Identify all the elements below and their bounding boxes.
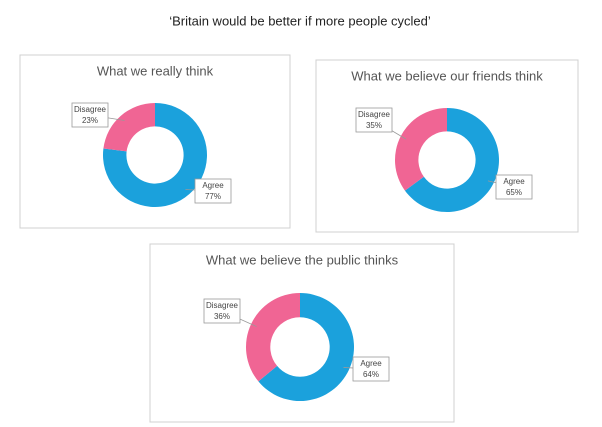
label-box [71,102,109,128]
label-value: 36% [214,312,230,321]
label-value: 23% [82,116,98,125]
label-box [194,178,232,204]
donut-segment [258,293,354,401]
label-category: Disagree [74,105,107,114]
label-value: 35% [366,121,382,130]
page-title: ‘Britain would be better if more people … [169,13,431,28]
donut-segment [103,103,155,152]
chart-title: What we really think [97,63,214,78]
chart-title: What we believe our friends think [351,68,543,83]
donut-segment [245,293,300,382]
chart-title: What we believe the public thinks [206,252,399,267]
label-box [203,298,241,324]
label-category: Agree [503,177,525,186]
donut-segment [404,108,500,212]
label-category: Disagree [206,301,239,310]
label-category: Agree [202,181,224,190]
donut-segment [395,108,447,191]
label-value: 64% [363,370,379,379]
label-category: Agree [360,359,382,368]
label-box [352,356,390,382]
label-box [495,174,533,200]
label-value: 77% [205,192,221,201]
label-category: Disagree [358,110,391,119]
donut-segment [103,103,207,208]
label-box [355,107,393,133]
label-value: 65% [506,188,522,197]
